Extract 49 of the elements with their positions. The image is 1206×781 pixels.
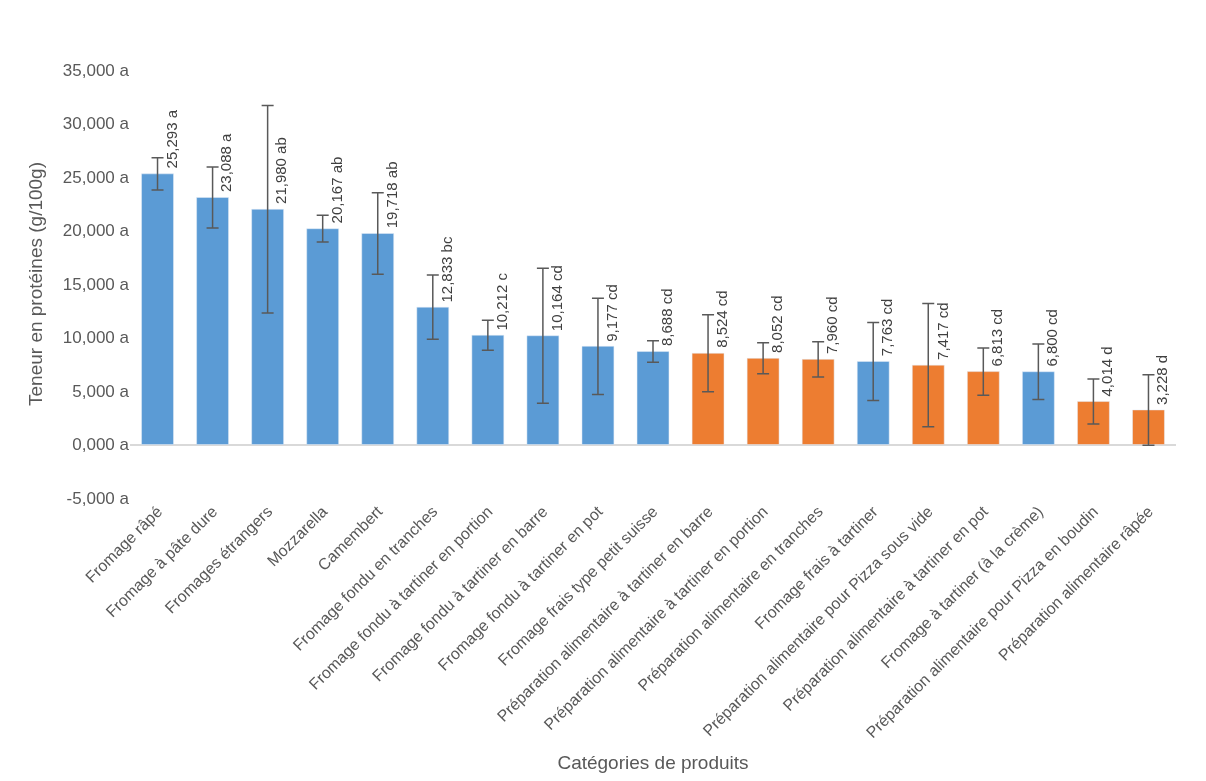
bar [636,351,670,445]
bar [251,209,284,445]
bar [196,197,229,445]
y-tick-label: 10,000 a [62,328,130,348]
y-tick-label: 20,000 a [62,221,130,241]
y-tick-label: 35,000 a [62,60,130,80]
y-tick-label: -5,000 a [66,488,130,508]
data-label: 10,164 cd [547,265,565,332]
bar [1077,401,1110,445]
data-label: 7,417 cd [933,302,951,360]
data-label: 4,014 d [1098,346,1116,397]
data-label: 7,763 cd [878,298,896,357]
data-label: 20,167 ab [327,156,345,224]
data-label: 8,052 cd [768,295,786,353]
bar [581,346,615,445]
bar [967,371,1000,445]
data-label: 6,800 cd [1043,309,1061,367]
data-label: 25,293 a [162,109,180,169]
x-axis-title: Catégories de produits [557,752,749,773]
y-tick-label: 25,000 a [62,167,130,187]
y-axis-title: Teneur en protéines (g/100g) [24,162,46,406]
y-tick-label: 0,000 a [72,435,130,455]
bar [471,334,505,445]
bar [746,358,780,445]
bar [361,233,394,445]
data-label: 9,177 cd [603,284,621,342]
bar [1132,409,1165,445]
y-tick-label: 5,000 a [72,381,130,401]
data-label: 3,228 d [1153,354,1171,405]
bar [526,335,560,445]
y-tick-label: 30,000 a [62,114,130,134]
data-label: 6,813 cd [988,308,1006,367]
data-label: 10,212 c [493,272,511,331]
data-label: 23,088 a [217,132,235,193]
data-label: 19,718 ab [383,161,401,229]
bar [857,361,890,445]
data-label: 12,833 bc [438,236,456,303]
bar [912,364,945,445]
data-label: 8,688 cd [657,288,675,347]
y-tick-label: 15,000 a [62,274,130,294]
bar [801,359,835,445]
bar [416,306,449,445]
bar [691,353,725,445]
bar [141,173,174,445]
data-label: 21,980 ab [272,137,290,204]
data-label: 8,524 cd [713,290,731,348]
bar [1022,371,1055,445]
bar [306,228,339,445]
data-label: 7,960 cd [823,296,841,354]
